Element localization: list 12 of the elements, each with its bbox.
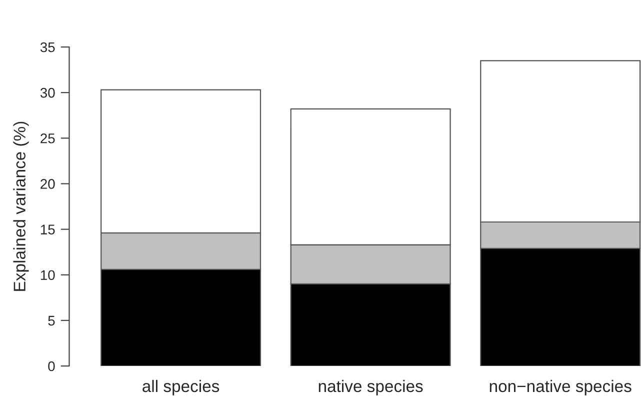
- y-tick-label: 30: [40, 88, 55, 98]
- x-tick-label: native species: [318, 380, 423, 396]
- x-tick-label: non−native species: [490, 380, 632, 396]
- y-tick-label: 15: [40, 224, 55, 234]
- y-tick-label: 10: [40, 270, 55, 280]
- y-tick-label: 25: [40, 133, 55, 144]
- y-tick-label: 5: [48, 316, 55, 326]
- y-tick-label: 35: [40, 42, 55, 52]
- x-tick-label: all species: [142, 380, 220, 396]
- y-axis-title: Explained variance (%): [13, 122, 29, 291]
- y-tick-label: 20: [40, 179, 55, 189]
- y-tick-label: 0: [48, 361, 55, 372]
